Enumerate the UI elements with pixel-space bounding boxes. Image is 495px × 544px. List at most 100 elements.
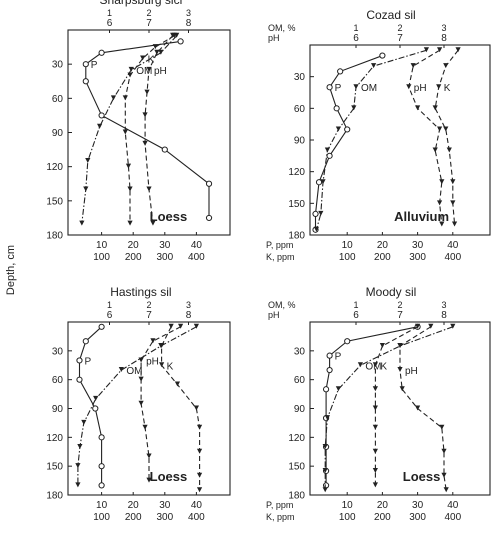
series-label: OM [365, 361, 381, 372]
depth-tick-label: 60 [294, 104, 306, 115]
p-tick-label: 10 [342, 240, 354, 251]
depth-tick-label: 90 [52, 128, 64, 139]
series-ph: pH [406, 47, 445, 227]
ph-tick-label: 6 [107, 18, 113, 29]
ph-tick-label: 8 [441, 33, 447, 44]
p-tick-label: 20 [128, 500, 140, 511]
data-point [372, 482, 378, 488]
data-point [439, 221, 445, 227]
data-point [81, 419, 87, 425]
data-point [82, 61, 89, 68]
series-line [408, 49, 443, 225]
data-point [168, 323, 174, 329]
data-point [138, 376, 144, 382]
data-point [138, 400, 144, 406]
data-point [196, 472, 203, 478]
data-point [406, 84, 412, 90]
k-tick-label: 100 [339, 512, 356, 523]
ph-tick-label: 6 [353, 310, 359, 321]
data-point [371, 63, 377, 69]
data-point [196, 448, 203, 454]
om-tick-label: 2 [146, 300, 151, 310]
data-point [441, 472, 447, 478]
series-p: P [322, 323, 421, 489]
om-axis-label: OM, % [268, 300, 296, 310]
p-tick-label: 40 [191, 500, 203, 511]
data-point [324, 147, 330, 153]
data-point [97, 123, 103, 129]
data-point [82, 338, 89, 345]
data-point [312, 210, 319, 217]
data-point [83, 186, 89, 192]
data-point [82, 78, 89, 85]
depth-tick-label: 150 [288, 462, 305, 473]
data-point [170, 32, 176, 38]
data-point [196, 487, 203, 493]
ph-tick-label: 8 [441, 310, 447, 321]
k-tick-label: 100 [339, 252, 356, 263]
data-point [436, 84, 442, 90]
data-point [193, 405, 199, 411]
series-k: K [372, 323, 421, 488]
ph-tick-label: 7 [397, 33, 403, 44]
data-point [178, 323, 184, 329]
data-point [372, 362, 378, 368]
data-point [174, 381, 181, 387]
series-line [161, 326, 201, 491]
data-point [326, 152, 333, 159]
series-line [85, 40, 210, 218]
data-point [98, 112, 105, 119]
series-k: K [159, 323, 203, 493]
p-tick-label: 30 [412, 240, 424, 251]
om-tick-label: 1 [353, 23, 358, 33]
parent-material-label: Loess [150, 469, 188, 484]
panel-title: Hastings sil [110, 285, 171, 299]
p-tick-label: 40 [191, 240, 203, 251]
data-point [372, 424, 378, 430]
data-point [205, 214, 213, 222]
series-label: K [167, 361, 174, 372]
om-tick-label: 2 [397, 23, 402, 33]
data-point [127, 220, 133, 226]
data-point [432, 147, 438, 153]
data-point [397, 367, 403, 373]
depth-tick-label: 90 [294, 404, 306, 415]
k-tick-label: 100 [93, 252, 110, 263]
p-axis-label: P, ppm [266, 240, 293, 250]
data-point [353, 84, 359, 90]
om-axis-label: OM, % [268, 23, 296, 33]
depth-tick-label: 180 [46, 231, 63, 242]
k-axis-label: K, ppm [266, 512, 295, 522]
data-point [313, 226, 319, 232]
k-tick-label: 400 [188, 252, 205, 263]
data-point [118, 367, 124, 373]
data-point [379, 343, 385, 349]
data-point [150, 338, 156, 344]
data-point [372, 405, 378, 411]
data-point [318, 210, 324, 216]
data-point [125, 163, 132, 169]
series-label: K [444, 83, 451, 94]
ph-tick-label: 6 [107, 310, 113, 321]
k-tick-label: 100 [93, 512, 110, 523]
ph-tick-label: 8 [186, 310, 192, 321]
data-point [337, 68, 344, 75]
parent-material-label: Loess [150, 209, 188, 224]
om-tick-label: 3 [186, 300, 191, 310]
series-ph: pH [142, 32, 176, 226]
series-label: P [84, 356, 91, 367]
data-point [142, 424, 148, 430]
ph-axis-label: pH [268, 33, 280, 43]
data-point [152, 44, 158, 50]
k-tick-label: 300 [409, 512, 426, 523]
depth-tick-label: 120 [288, 433, 305, 444]
depth-axis-label: Depth, cm [5, 245, 17, 295]
data-point [158, 343, 164, 349]
data-point [159, 362, 165, 368]
series-line [314, 55, 383, 230]
data-point [144, 89, 150, 95]
data-point [428, 323, 434, 329]
depth-tick-label: 150 [288, 199, 305, 210]
